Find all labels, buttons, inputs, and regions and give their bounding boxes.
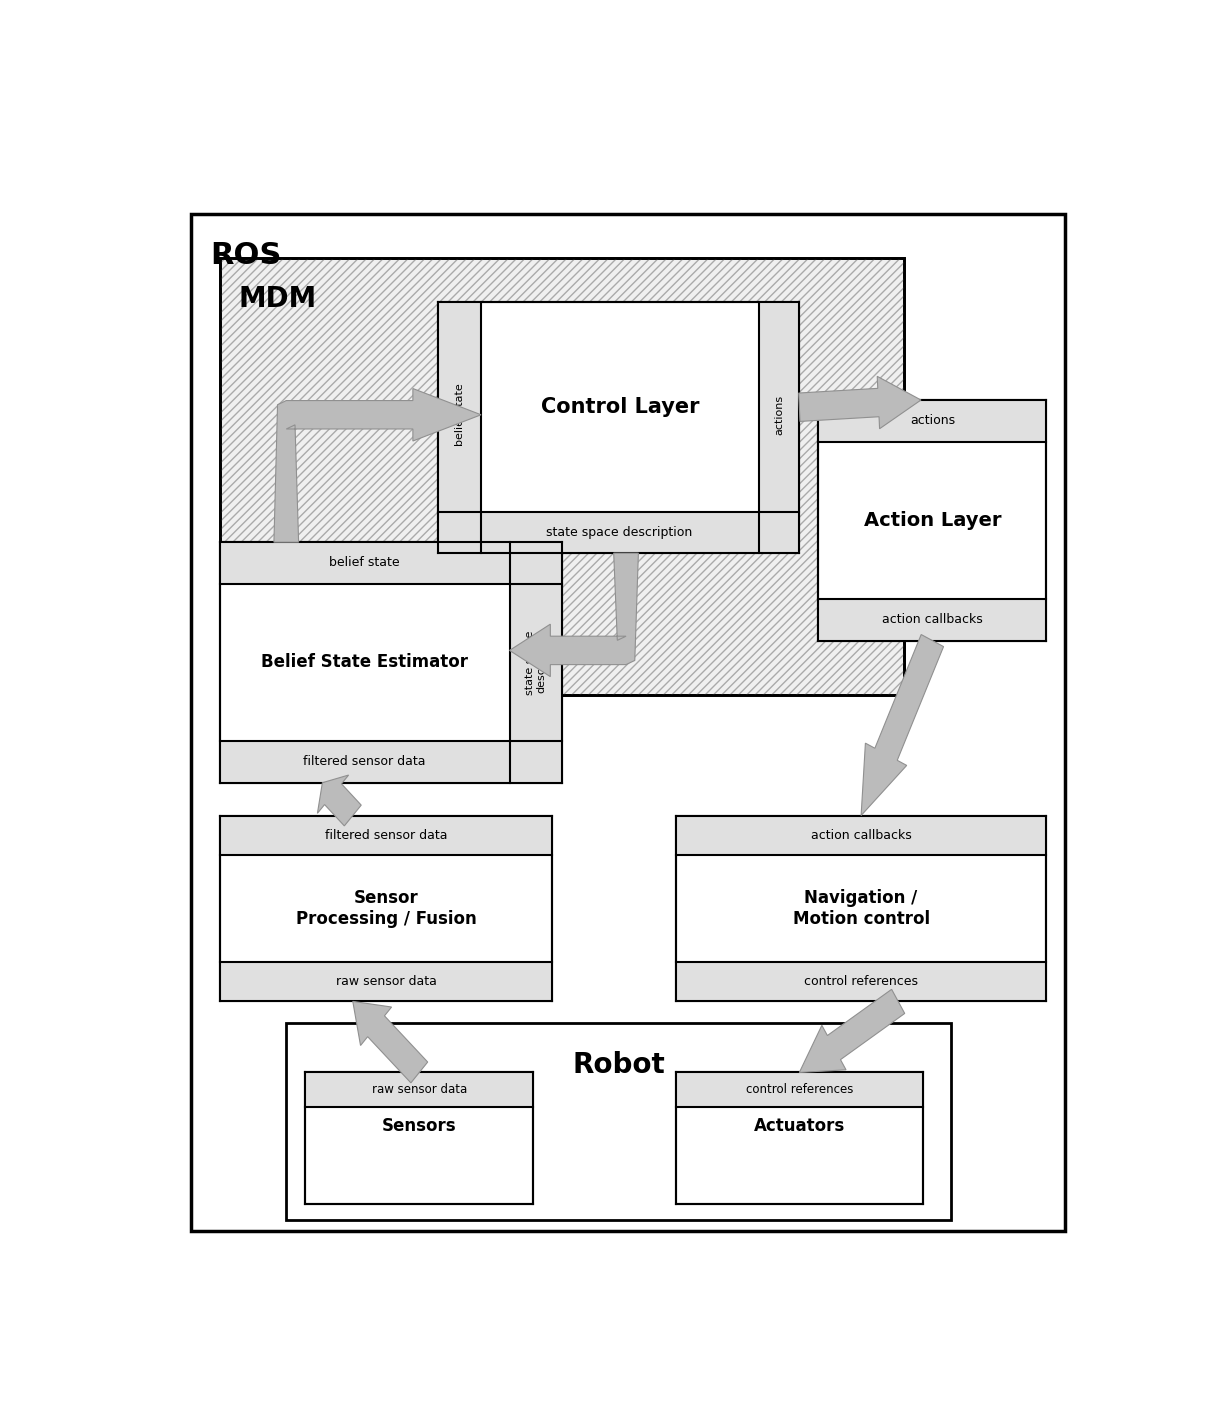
Text: Sensor
Processing / Fusion: Sensor Processing / Fusion [295, 889, 477, 927]
Text: Robot: Robot [573, 1051, 666, 1079]
Text: filtered sensor data: filtered sensor data [303, 755, 425, 768]
Bar [819, 599, 1047, 640]
Bar [676, 1072, 923, 1204]
Text: state space description: state space description [546, 525, 691, 538]
Bar [439, 301, 481, 554]
Bar [219, 542, 562, 782]
Bar [819, 400, 1047, 640]
Bar [219, 741, 562, 782]
Bar [759, 301, 799, 554]
Bar [219, 815, 552, 1001]
Bar [305, 1072, 533, 1108]
Text: belief state: belief state [330, 557, 400, 569]
Text: Actuators: Actuators [754, 1118, 845, 1135]
Text: state space
description: state space description [525, 630, 547, 694]
Text: ROS: ROS [211, 241, 282, 270]
Text: action callbacks: action callbacks [810, 829, 911, 842]
Bar [819, 400, 1047, 442]
Bar [305, 1072, 533, 1204]
Text: Sensors: Sensors [383, 1118, 456, 1135]
Polygon shape [273, 389, 481, 542]
Text: control references: control references [804, 976, 918, 988]
Bar [219, 258, 904, 696]
Text: actions: actions [775, 395, 785, 435]
Bar [510, 542, 562, 782]
Bar [219, 961, 552, 1001]
Bar [676, 815, 1047, 1001]
Text: Control Layer: Control Layer [541, 396, 700, 416]
Bar [219, 258, 904, 696]
Text: belief state: belief state [455, 383, 465, 446]
Text: MDM: MDM [239, 285, 318, 314]
Bar [219, 815, 552, 855]
Text: Action Layer: Action Layer [863, 511, 1002, 530]
Text: raw sensor data: raw sensor data [336, 976, 436, 988]
Bar [219, 258, 904, 696]
Bar [676, 1072, 923, 1108]
Text: filtered sensor data: filtered sensor data [325, 829, 447, 842]
Text: actions: actions [910, 415, 955, 427]
Text: action callbacks: action callbacks [881, 613, 983, 626]
Text: control references: control references [745, 1083, 853, 1096]
Text: Belief State Estimator: Belief State Estimator [261, 653, 468, 672]
Bar [676, 815, 1047, 855]
Polygon shape [861, 635, 944, 815]
Text: raw sensor data: raw sensor data [371, 1083, 467, 1096]
Polygon shape [353, 1001, 428, 1083]
Polygon shape [798, 376, 921, 429]
Bar [287, 1024, 951, 1220]
Polygon shape [510, 554, 639, 677]
Bar [439, 301, 799, 554]
Polygon shape [799, 990, 905, 1072]
Bar [219, 542, 562, 584]
Text: Navigation /
Motion control: Navigation / Motion control [792, 889, 929, 927]
Polygon shape [318, 775, 362, 826]
Bar [676, 961, 1047, 1001]
Bar [439, 511, 799, 554]
